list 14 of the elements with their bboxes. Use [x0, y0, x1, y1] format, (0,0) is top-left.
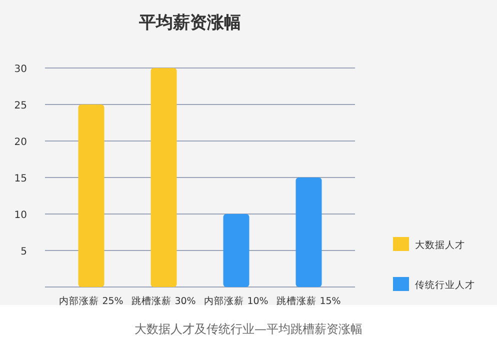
- legend-label: 大数据人才: [415, 239, 465, 251]
- y-tick-label: 10: [14, 210, 27, 221]
- text: 大数据人才及传统行业—平均跳槽薪资涨幅: [134, 322, 362, 336]
- x-tick-label: 内部涨薪 25%: [59, 295, 124, 307]
- y-tick-label: 5: [20, 246, 27, 258]
- y-tick-label: 20: [14, 137, 27, 148]
- y-tick-label: 30: [14, 64, 27, 75]
- x-tick-label: 跳槽涨薪 15%: [276, 295, 341, 307]
- y-tick-label: 25: [14, 100, 27, 112]
- x-tick-label: 跳槽涨薪 30%: [132, 295, 196, 307]
- y-tick-label: 15: [14, 174, 27, 184]
- chart-title: 平均薪资涨幅: [138, 13, 241, 33]
- x-tick-label: 内部涨薪 10%: [204, 295, 268, 307]
- legend-label: 传统行业人才: [415, 279, 475, 291]
